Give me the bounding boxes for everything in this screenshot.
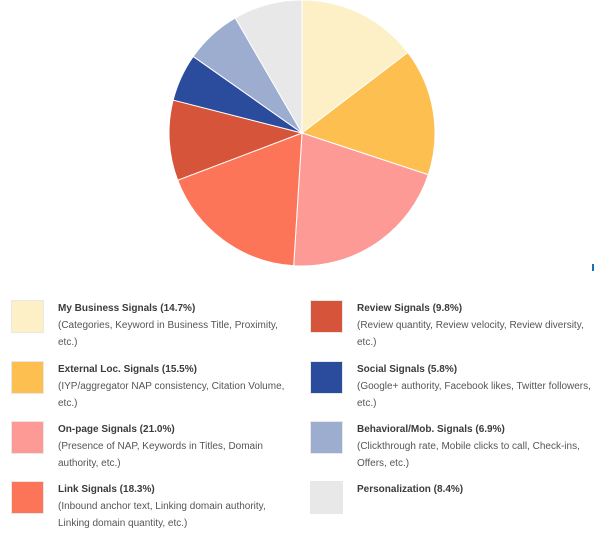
pie-slice	[177, 132, 303, 267]
legend-title: Social Signals (5.8%)	[357, 364, 458, 375]
pie-slice	[293, 132, 429, 267]
legend-title: Behavioral/Mob. Signals (6.9%)	[357, 424, 505, 435]
accent-dot	[592, 264, 594, 271]
legend-swatch	[11, 361, 44, 394]
legend-swatch	[310, 421, 343, 454]
pie-slice	[234, 0, 303, 135]
legend-desc: (Inbound anchor text, Linking domain aut…	[58, 501, 266, 529]
pie-slice	[168, 99, 304, 181]
pie-slice	[300, 51, 436, 176]
legend-swatch	[11, 481, 44, 514]
legend-desc: (Categories, Keyword in Business Title, …	[58, 320, 278, 348]
legend-title: On-page Signals (21.0%)	[58, 424, 175, 435]
legend-title: Review Signals (9.8%)	[357, 303, 463, 314]
legend-swatch	[11, 300, 44, 333]
legend-title: Personalization (8.4%)	[357, 484, 464, 495]
legend-desc: (Google+ authority, Facebook likes, Twit…	[357, 381, 591, 409]
legend-title: External Loc. Signals (15.5%)	[58, 364, 197, 375]
legend-title: Link Signals (18.3%)	[58, 484, 155, 495]
legend-title: My Business Signals (14.7%)	[58, 303, 196, 314]
legend-swatch	[310, 300, 343, 333]
legend-desc: (IYP/aggregator NAP consistency, Citatio…	[58, 381, 285, 409]
legend-desc: (Presence of NAP, Keywords in Titles, Do…	[58, 441, 263, 469]
legend-swatch	[310, 361, 343, 394]
pie-slice	[301, 0, 409, 135]
legend-swatch	[310, 481, 343, 514]
legend-desc: (Review quantity, Review velocity, Revie…	[357, 320, 584, 348]
legend-swatch	[11, 421, 44, 454]
pie-slices	[168, 0, 436, 267]
legend-desc: (Clickthrough rate, Mobile clicks to cal…	[357, 441, 580, 469]
